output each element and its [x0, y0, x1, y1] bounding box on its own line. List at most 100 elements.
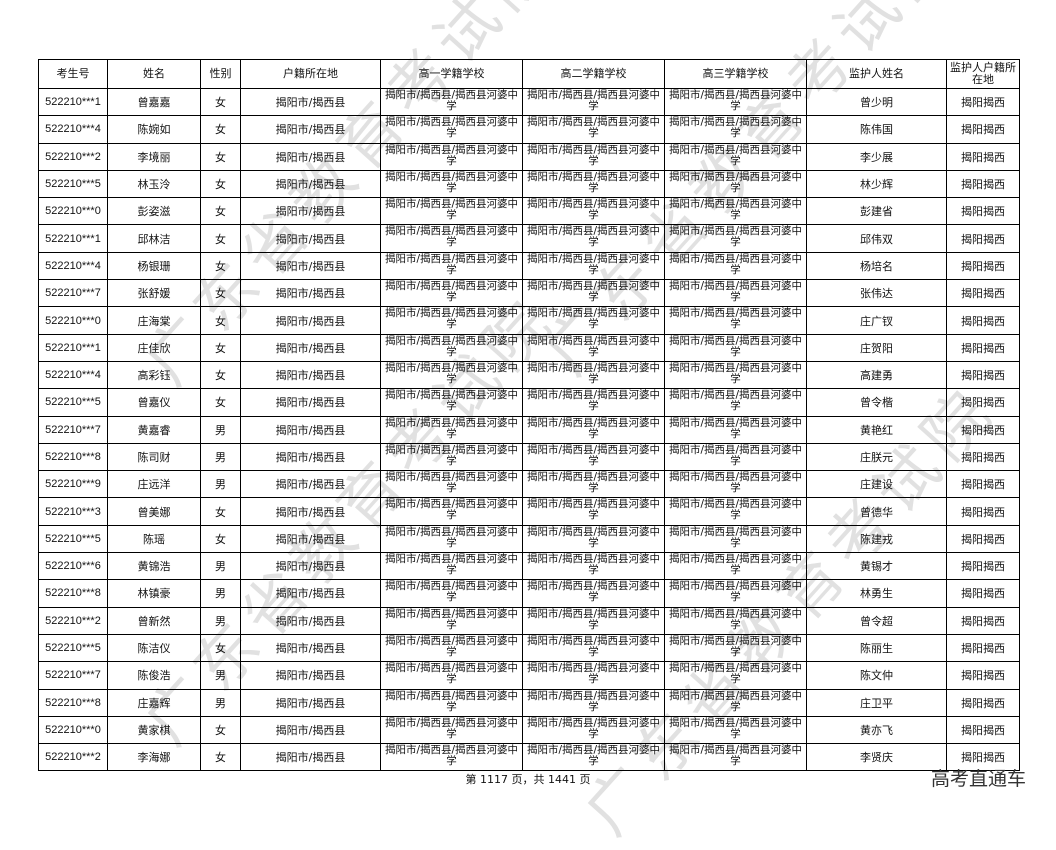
- grade10-school-cell: 揭阳市/揭西县/揭西县河婆中学: [380, 633, 523, 663]
- name-cell: 林镇豪: [107, 579, 201, 608]
- guardian-name-cell: 张伟达: [806, 279, 947, 308]
- header-gender: 性别: [200, 59, 241, 89]
- table-row: 522210***7 陈俊浩男揭阳市/揭西县 揭阳市/揭西县/揭西县河婆中学 揭阳市/…: [38, 661, 1020, 690]
- grade12-school-cell: 揭阳市/揭西县/揭西县河婆中学: [664, 251, 807, 281]
- grade11-school-cell: 揭阳市/揭西县/揭西县河婆中学: [522, 306, 665, 335]
- guardian-name-cell: 庄卫平: [806, 688, 947, 717]
- table-row: 522210***7 张舒媛女揭阳市/揭西县 揭阳市/揭西县/揭西县河婆中学 揭阳市/…: [38, 279, 1020, 308]
- grade12-school-cell: 揭阳市/揭西县/揭西县河婆中学: [664, 388, 807, 417]
- table-row: 522210***5 陈瑶女揭阳市/揭西县 揭阳市/揭西县/揭西县河婆中学 揭阳市/揭…: [38, 524, 1020, 554]
- grade10-school-cell: 揭阳市/揭西县/揭西县河婆中学: [380, 142, 523, 171]
- guardian-name-cell: 陈伟国: [806, 115, 947, 144]
- exam-id-cell: 522210***1: [38, 224, 108, 253]
- header-guardian-household: 监护人户籍所在地: [946, 59, 1020, 89]
- guardian-household-cell: 揭阳揭西: [946, 552, 1020, 581]
- grade11-school-cell: 揭阳市/揭西县/揭西县河婆中学: [522, 497, 665, 526]
- name-cell: 庄佳欣: [107, 333, 201, 362]
- name-cell: 黄家棋: [107, 715, 201, 745]
- grade12-school-cell: 揭阳市/揭西县/揭西县河婆中学: [664, 661, 807, 690]
- header-grade11-school: 高二学籍学校: [522, 59, 665, 89]
- table-row: 522210***4 杨银珊女揭阳市/揭西县 揭阳市/揭西县/揭西县河婆中学 揭阳市/…: [38, 251, 1020, 281]
- household-cell: 揭阳市/揭西县: [240, 606, 381, 635]
- grade10-school-cell: 揭阳市/揭西县/揭西县河婆中学: [380, 497, 523, 526]
- guardian-name-cell: 陈丽生: [806, 633, 947, 663]
- guardian-name-cell: 曾令超: [806, 606, 947, 635]
- guardian-name-cell: 黄亦飞: [806, 715, 947, 745]
- grade12-school-cell: 揭阳市/揭西县/揭西县河婆中学: [664, 333, 807, 362]
- grade11-school-cell: 揭阳市/揭西县/揭西县河婆中学: [522, 606, 665, 635]
- table-row: 522210***5 陈洁仪女揭阳市/揭西县 揭阳市/揭西县/揭西县河婆中学 揭阳市/…: [38, 633, 1020, 663]
- header-grade10-school: 高一学籍学校: [380, 59, 523, 89]
- household-cell: 揭阳市/揭西县: [240, 442, 381, 472]
- gender-cell: 女: [200, 497, 241, 526]
- household-cell: 揭阳市/揭西县: [240, 552, 381, 581]
- grade10-school-cell: 揭阳市/揭西县/揭西县河婆中学: [380, 442, 523, 472]
- grade10-school-cell: 揭阳市/揭西县/揭西县河婆中学: [380, 279, 523, 308]
- guardian-name-cell: 庄贺阳: [806, 333, 947, 362]
- grade12-school-cell: 揭阳市/揭西县/揭西县河婆中学: [664, 115, 807, 144]
- grade11-school-cell: 揭阳市/揭西县/揭西县河婆中学: [522, 688, 665, 717]
- gender-cell: 男: [200, 470, 241, 499]
- grade11-school-cell: 揭阳市/揭西县/揭西县河婆中学: [522, 333, 665, 362]
- guardian-name-cell: 林少辉: [806, 169, 947, 199]
- guardian-household-cell: 揭阳揭西: [946, 715, 1020, 745]
- grade11-school-cell: 揭阳市/揭西县/揭西县河婆中学: [522, 360, 665, 390]
- guardian-household-cell: 揭阳揭西: [946, 442, 1020, 472]
- household-cell: 揭阳市/揭西县: [240, 470, 381, 499]
- grade10-school-cell: 揭阳市/揭西县/揭西县河婆中学: [380, 388, 523, 417]
- grade10-school-cell: 揭阳市/揭西县/揭西县河婆中学: [380, 115, 523, 144]
- guardian-household-cell: 揭阳揭西: [946, 142, 1020, 171]
- gender-cell: 女: [200, 715, 241, 745]
- table-row: 522210***8 庄嘉辉男揭阳市/揭西县 揭阳市/揭西县/揭西县河婆中学 揭阳市/…: [38, 688, 1020, 717]
- name-cell: 曾嘉嘉: [107, 87, 201, 117]
- name-cell: 曾美娜: [107, 497, 201, 526]
- grade12-school-cell: 揭阳市/揭西县/揭西县河婆中学: [664, 360, 807, 390]
- gender-cell: 女: [200, 388, 241, 417]
- exam-id-cell: 522210***0: [38, 306, 108, 335]
- grade12-school-cell: 揭阳市/揭西县/揭西县河婆中学: [664, 524, 807, 554]
- table-row: 522210***0 庄海棠女揭阳市/揭西县 揭阳市/揭西县/揭西县河婆中学 揭阳市/…: [38, 306, 1020, 335]
- grade12-school-cell: 揭阳市/揭西县/揭西县河婆中学: [664, 688, 807, 717]
- gender-cell: 男: [200, 661, 241, 690]
- exam-id-cell: 522210***8: [38, 688, 108, 717]
- grade11-school-cell: 揭阳市/揭西县/揭西县河婆中学: [522, 470, 665, 499]
- name-cell: 邱林洁: [107, 224, 201, 253]
- guardian-household-cell: 揭阳揭西: [946, 333, 1020, 362]
- exam-id-cell: 522210***5: [38, 633, 108, 663]
- grade12-school-cell: 揭阳市/揭西县/揭西县河婆中学: [664, 579, 807, 608]
- grade11-school-cell: 揭阳市/揭西县/揭西县河婆中学: [522, 743, 665, 772]
- name-cell: 李境丽: [107, 142, 201, 171]
- grade10-school-cell: 揭阳市/揭西县/揭西县河婆中学: [380, 552, 523, 581]
- guardian-household-cell: 揭阳揭西: [946, 197, 1020, 226]
- guardian-household-cell: 揭阳揭西: [946, 415, 1020, 444]
- household-cell: 揭阳市/揭西县: [240, 197, 381, 226]
- table-row: 522210***5 曾嘉仪女揭阳市/揭西县 揭阳市/揭西县/揭西县河婆中学 揭阳市/…: [38, 388, 1020, 417]
- brand-logo: 高考直通车: [930, 768, 1026, 790]
- guardian-household-cell: 揭阳揭西: [946, 497, 1020, 526]
- header-grade12-school: 高三学籍学校: [664, 59, 807, 89]
- exam-id-cell: 522210***0: [38, 197, 108, 226]
- grade10-school-cell: 揭阳市/揭西县/揭西县河婆中学: [380, 169, 523, 199]
- grade10-school-cell: 揭阳市/揭西县/揭西县河婆中学: [380, 360, 523, 390]
- exam-id-cell: 522210***7: [38, 415, 108, 444]
- guardian-name-cell: 曾令楷: [806, 388, 947, 417]
- household-cell: 揭阳市/揭西县: [240, 415, 381, 444]
- grade11-school-cell: 揭阳市/揭西县/揭西县河婆中学: [522, 87, 665, 117]
- household-cell: 揭阳市/揭西县: [240, 743, 381, 772]
- name-cell: 林玉泠: [107, 169, 201, 199]
- guardian-household-cell: 揭阳揭西: [946, 306, 1020, 335]
- gender-cell: 女: [200, 743, 241, 772]
- grade12-school-cell: 揭阳市/揭西县/揭西县河婆中学: [664, 279, 807, 308]
- guardian-name-cell: 彭建省: [806, 197, 947, 226]
- grade10-school-cell: 揭阳市/揭西县/揭西县河婆中学: [380, 743, 523, 772]
- gender-cell: 女: [200, 524, 241, 554]
- guardian-household-cell: 揭阳揭西: [946, 169, 1020, 199]
- table-row: 522210***0 黄家棋女揭阳市/揭西县 揭阳市/揭西县/揭西县河婆中学 揭阳市/…: [38, 715, 1020, 745]
- grade11-school-cell: 揭阳市/揭西县/揭西县河婆中学: [522, 552, 665, 581]
- name-cell: 陈洁仪: [107, 633, 201, 663]
- guardian-household-cell: 揭阳揭西: [946, 279, 1020, 308]
- exam-id-cell: 522210***7: [38, 279, 108, 308]
- name-cell: 陈司财: [107, 442, 201, 472]
- page-number: 第 1117 页，共 1441 页: [465, 773, 591, 786]
- guardian-household-cell: 揭阳揭西: [946, 388, 1020, 417]
